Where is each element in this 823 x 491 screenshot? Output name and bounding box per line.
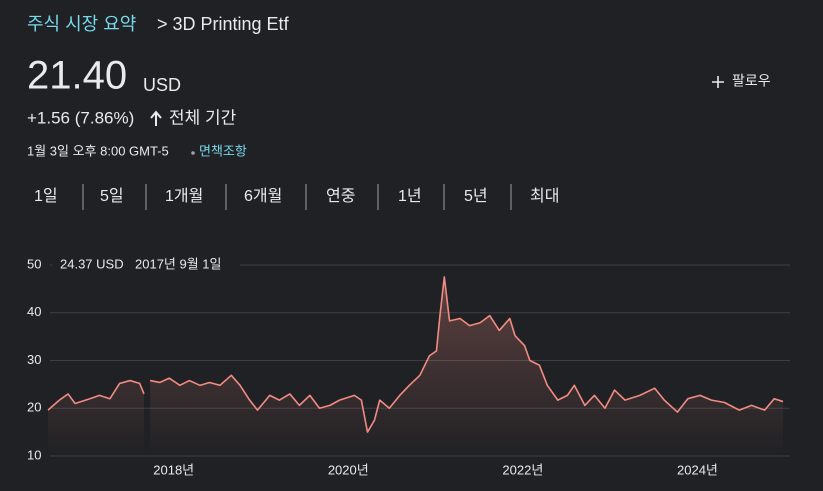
- period: 전체 기간: [169, 108, 237, 127]
- dot: [191, 151, 195, 155]
- x-tick-label: 2018년: [153, 462, 194, 477]
- tab[interactable]: 5년: [464, 187, 488, 205]
- tab[interactable]: 5일: [100, 187, 124, 205]
- tab[interactable]: 6개월: [244, 187, 282, 205]
- tab[interactable]: 1개월: [165, 187, 203, 205]
- follow-button[interactable]: 팔로우: [712, 73, 771, 89]
- price: 21.40: [27, 54, 127, 98]
- tooltip-price: 24.37 USD: [60, 256, 124, 271]
- disclaimer-link[interactable]: 면책조항: [199, 143, 247, 158]
- y-tick-label: 50: [27, 256, 41, 271]
- plus-icon: [712, 76, 724, 88]
- follow-label[interactable]: 팔로우: [732, 73, 771, 89]
- tooltip-bg: [52, 256, 240, 274]
- x-tick-label: 2022년: [502, 462, 543, 477]
- y-tick-label: 20: [27, 400, 41, 415]
- timestamp: 1월 3일 오후 8:00 GMT-5: [27, 143, 169, 158]
- tab[interactable]: 최대: [530, 187, 559, 205]
- up-arrow: [150, 110, 162, 126]
- tooltip-date: 2017년 9월 1일: [135, 256, 221, 271]
- y-tick-label: 30: [27, 352, 41, 367]
- x-tick-label: 2024년: [677, 462, 718, 477]
- y-tick-label: 10: [27, 447, 41, 462]
- area: [48, 276, 783, 456]
- price-line: [47, 276, 784, 433]
- tab[interactable]: 1년: [398, 187, 422, 205]
- x-tick-label: 2020년: [328, 462, 369, 477]
- tab[interactable]: 연중: [326, 187, 355, 205]
- range-tabs: 1일 5일 1개월 6개월 연중 1년 5년 최대: [34, 184, 559, 210]
- breadcrumb-title: > 3D Printing Etf: [157, 14, 290, 34]
- change: +1.56 (7.86%): [27, 108, 134, 127]
- currency: USD: [143, 75, 181, 95]
- chart: 10 20 30 40 50 2018년 2020년 2022년 2024년 24.37 USD 2…: [27, 256, 790, 477]
- y-tick-label: 40: [27, 304, 41, 319]
- breadcrumb-link[interactable]: 주식 시장 요약: [27, 14, 136, 34]
- tab[interactable]: 1일: [34, 187, 58, 205]
